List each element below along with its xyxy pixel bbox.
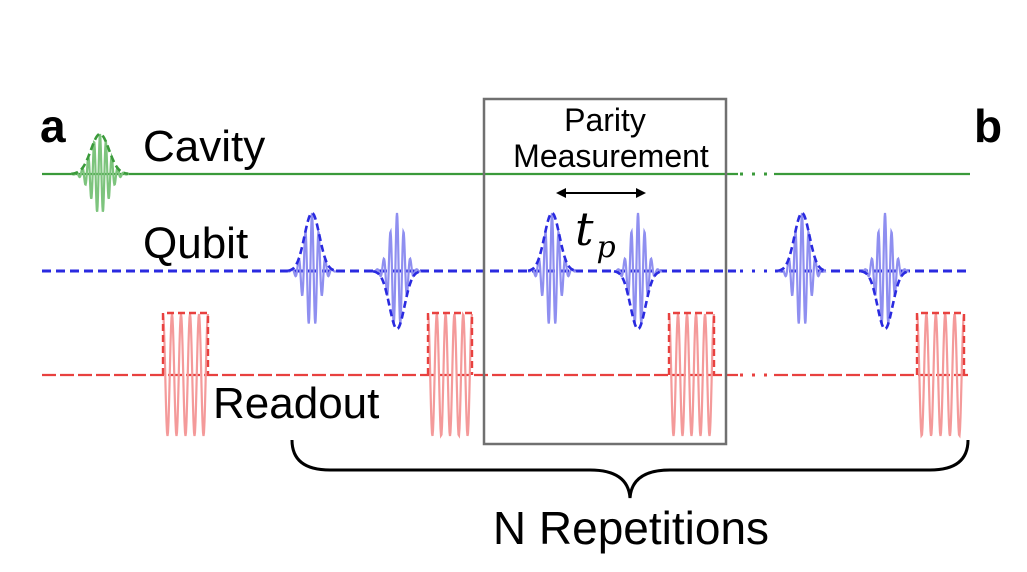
qubit-pulse-1	[287, 211, 337, 324]
readout-pulse-2	[426, 311, 474, 439]
readout-pulse-1	[161, 311, 210, 437]
qubit-pulse-6	[860, 212, 910, 331]
panel-label-a: a	[40, 100, 66, 152]
qubit-pulse-3	[527, 211, 577, 324]
cavity-pulses	[71, 132, 129, 212]
cavity-pulse	[71, 132, 129, 212]
readout-pulse-4	[915, 311, 966, 439]
qubit-pulse-4	[613, 212, 663, 331]
parity-measurement-box	[482, 97, 728, 446]
parity-label-line1: Parity	[564, 102, 646, 138]
parity-label-line2: Measurement	[513, 138, 709, 174]
qubit-pulse-2	[372, 212, 422, 331]
panel-label-b: b	[974, 100, 1002, 152]
qubit-pulses	[287, 211, 910, 331]
repetitions-label: N Repetitions	[493, 502, 769, 554]
cavity-label: Cavity	[143, 122, 265, 171]
readout-pulses	[161, 311, 966, 439]
qubit-label: Qubit	[143, 219, 248, 268]
readout-pulse-3	[667, 311, 716, 437]
repetitions-brace	[290, 439, 970, 499]
readout-label: Readout	[213, 379, 379, 428]
tp-arrow	[556, 188, 646, 198]
qubit-pulse-5	[777, 211, 827, 324]
